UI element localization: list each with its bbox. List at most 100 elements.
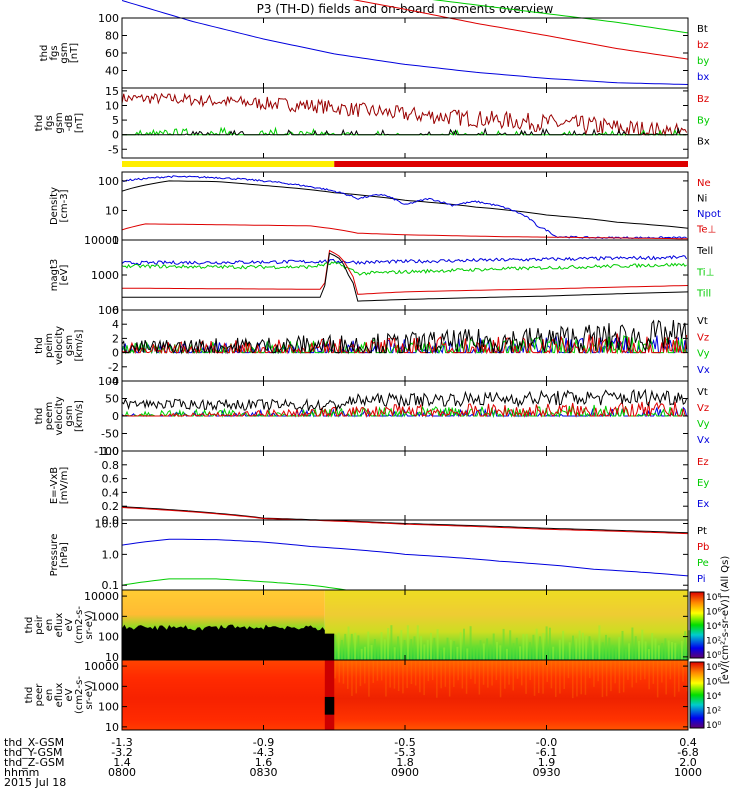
y-tick-label: 5 bbox=[112, 114, 119, 127]
y-axis-label: thd bbox=[39, 45, 50, 62]
series-Ti_par bbox=[122, 260, 687, 276]
date-label: 2015 Jul 18 bbox=[4, 776, 66, 789]
y-tick-label: 0 bbox=[112, 129, 119, 142]
spectrogram-stripe bbox=[525, 660, 527, 694]
spectrogram-stripe bbox=[502, 628, 505, 660]
spectrogram-stripe bbox=[559, 660, 561, 694]
legend-label: Vx bbox=[697, 365, 710, 376]
y-axis-label: sr-eV) bbox=[84, 680, 95, 709]
spectrogram-low-energy-gap bbox=[122, 624, 335, 660]
spectrogram-stripe bbox=[491, 660, 493, 686]
y-tick-label: 2 bbox=[112, 332, 119, 345]
y-tick-label: 60 bbox=[105, 47, 119, 60]
series-Bx bbox=[122, 126, 687, 137]
orbit-value: -0.5 bbox=[394, 736, 415, 749]
spectrogram-stripe bbox=[380, 632, 383, 660]
legend-label: Pi bbox=[697, 574, 706, 585]
spectrogram-stripe bbox=[535, 628, 538, 660]
spectrogram-stripe bbox=[334, 634, 337, 660]
spectrogram-stripe bbox=[525, 634, 528, 660]
legend-label: Ne bbox=[697, 178, 711, 189]
orbit-value: -4.3 bbox=[253, 746, 274, 759]
y-axis-label: magt3 bbox=[49, 259, 60, 292]
spectrogram-stripe bbox=[558, 639, 561, 660]
colorbar-tick-label: 10⁰ bbox=[706, 721, 721, 731]
y-axis-label: [mV/m] bbox=[59, 467, 70, 505]
legend-label: Ey bbox=[697, 478, 709, 489]
orbit-value: 2.0 bbox=[679, 756, 697, 769]
spectrogram-stripe bbox=[548, 627, 551, 660]
spectrogram-stripe bbox=[674, 642, 677, 660]
orbit-value: -6.8 bbox=[677, 746, 698, 759]
colorbar bbox=[689, 591, 705, 659]
legend-label: Pb bbox=[697, 542, 709, 553]
spectrogram-stripe bbox=[521, 660, 523, 686]
y-tick-label: 6 bbox=[112, 304, 119, 317]
spectrogram-stripe bbox=[651, 633, 654, 660]
spectrogram-stripe bbox=[463, 628, 465, 660]
y-tick-label: 15 bbox=[105, 85, 119, 98]
y-tick-label: -4 bbox=[108, 375, 119, 388]
series-Bz bbox=[122, 92, 688, 137]
spectrogram-stripe bbox=[509, 630, 512, 660]
spectrogram-stripe bbox=[684, 631, 687, 660]
spectrogram-stripe bbox=[545, 626, 548, 660]
spectrogram-stripe bbox=[355, 660, 357, 694]
spectrogram-stripe bbox=[397, 636, 399, 660]
spectrogram-stripe bbox=[572, 635, 574, 660]
y-axis-label: peir bbox=[34, 614, 45, 634]
spectrogram-stripe bbox=[555, 647, 558, 660]
y-tick-label: 100 bbox=[98, 631, 119, 644]
y-axis-label: peim bbox=[44, 333, 55, 358]
y-tick-label: 10 bbox=[105, 100, 119, 113]
spectrogram-stripe bbox=[512, 643, 515, 660]
spectrogram-stripe bbox=[529, 660, 531, 681]
spectrogram-stripe bbox=[595, 645, 598, 660]
colorbar-tick-label: 10⁰ bbox=[706, 651, 721, 661]
y-tick-label: 0.0 bbox=[102, 514, 120, 527]
spectrogram-stripe bbox=[563, 660, 565, 689]
panel-frame bbox=[121, 17, 689, 89]
y-tick-label: 50 bbox=[105, 393, 119, 406]
spectrogram-stripe bbox=[465, 660, 468, 694]
colorbar-tick-label: 10⁴ bbox=[706, 622, 721, 632]
x-tick-label: 0930 bbox=[533, 766, 561, 779]
spectrogram-stripe bbox=[611, 645, 614, 660]
y-tick-label: 1000 bbox=[91, 610, 119, 623]
y-tick-label: 4 bbox=[112, 318, 119, 331]
spectrogram-stripe bbox=[419, 660, 421, 693]
orbit-label-x: thd_X-GSM bbox=[4, 736, 64, 749]
y-tick-label: 10 bbox=[105, 651, 119, 664]
series-Te_perp bbox=[122, 249, 688, 295]
orbit-value: 1.6 bbox=[255, 756, 273, 769]
spectrogram-stripe bbox=[402, 660, 404, 694]
orbit-value: -1.3 bbox=[111, 736, 132, 749]
spectrogram-stripe bbox=[439, 650, 442, 660]
y-axis-label: sr-eV) bbox=[84, 610, 95, 639]
spectrogram-stripe bbox=[427, 660, 430, 682]
spectrogram-stripe bbox=[647, 649, 650, 660]
spectrogram-stripe bbox=[614, 648, 617, 660]
y-axis-label: [km/s] bbox=[74, 400, 85, 432]
y-axis-label: fgs bbox=[49, 45, 60, 60]
x-axis-label: hhmm bbox=[4, 766, 39, 779]
spectrogram-stripe bbox=[354, 632, 357, 660]
legend-label: by bbox=[697, 56, 709, 67]
spectrogram-stripe bbox=[644, 641, 647, 660]
spectrogram-stripe bbox=[443, 647, 446, 660]
spectrogram-stripe bbox=[413, 636, 416, 660]
x-axis: thd_X-GSM thd_Y-GSM thd_Z-GSM hhmm 2015 … bbox=[4, 736, 702, 789]
spectrogram-stripe bbox=[372, 660, 374, 683]
spectrogram-stripe bbox=[516, 660, 519, 679]
legend-label: Ti⊥ bbox=[696, 267, 714, 278]
y-tick-label: 100 bbox=[98, 304, 119, 317]
y-axis-label: thd bbox=[34, 408, 45, 425]
spectrogram-stripe bbox=[628, 643, 631, 660]
legend-label: Bx bbox=[697, 137, 710, 148]
spectrogram-stripe bbox=[495, 660, 498, 681]
spectrogram-stripe bbox=[466, 648, 469, 660]
series-Ni bbox=[122, 180, 688, 229]
spectrogram-stripe bbox=[631, 627, 634, 660]
spectrogram-stripe bbox=[364, 646, 366, 660]
